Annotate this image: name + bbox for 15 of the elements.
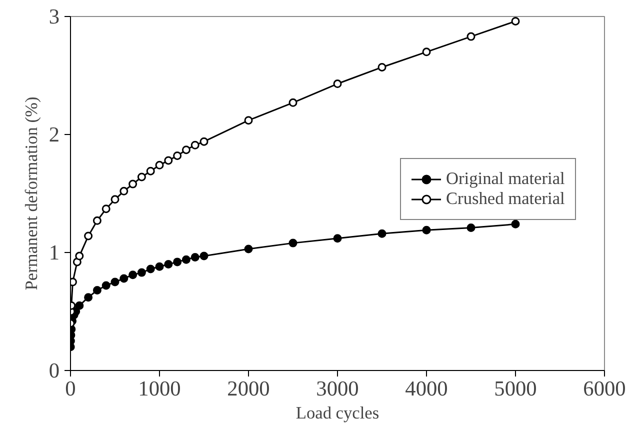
y-tick-label: 3 [48, 4, 60, 28]
x-tick-label: 4000 [405, 376, 448, 400]
x-tick-label: 3000 [316, 376, 359, 400]
legend-label: Original material [446, 169, 565, 189]
x-tick-label: 0 [65, 376, 76, 400]
x-axis-title: Load cycles [296, 404, 380, 422]
y-tick-label: 1 [48, 240, 60, 264]
x-tick-label: 5000 [494, 376, 537, 400]
x-tick-label: 2000 [227, 376, 270, 400]
x-tick-label: 1000 [138, 376, 181, 400]
legend-label: Crushed material [446, 189, 565, 209]
y-tick-label: 2 [48, 122, 60, 146]
y-axis-title: Permanent deformation (%) [22, 96, 41, 290]
x-tick-label: 6000 [583, 376, 626, 400]
y-tick-label: 0 [48, 358, 60, 382]
